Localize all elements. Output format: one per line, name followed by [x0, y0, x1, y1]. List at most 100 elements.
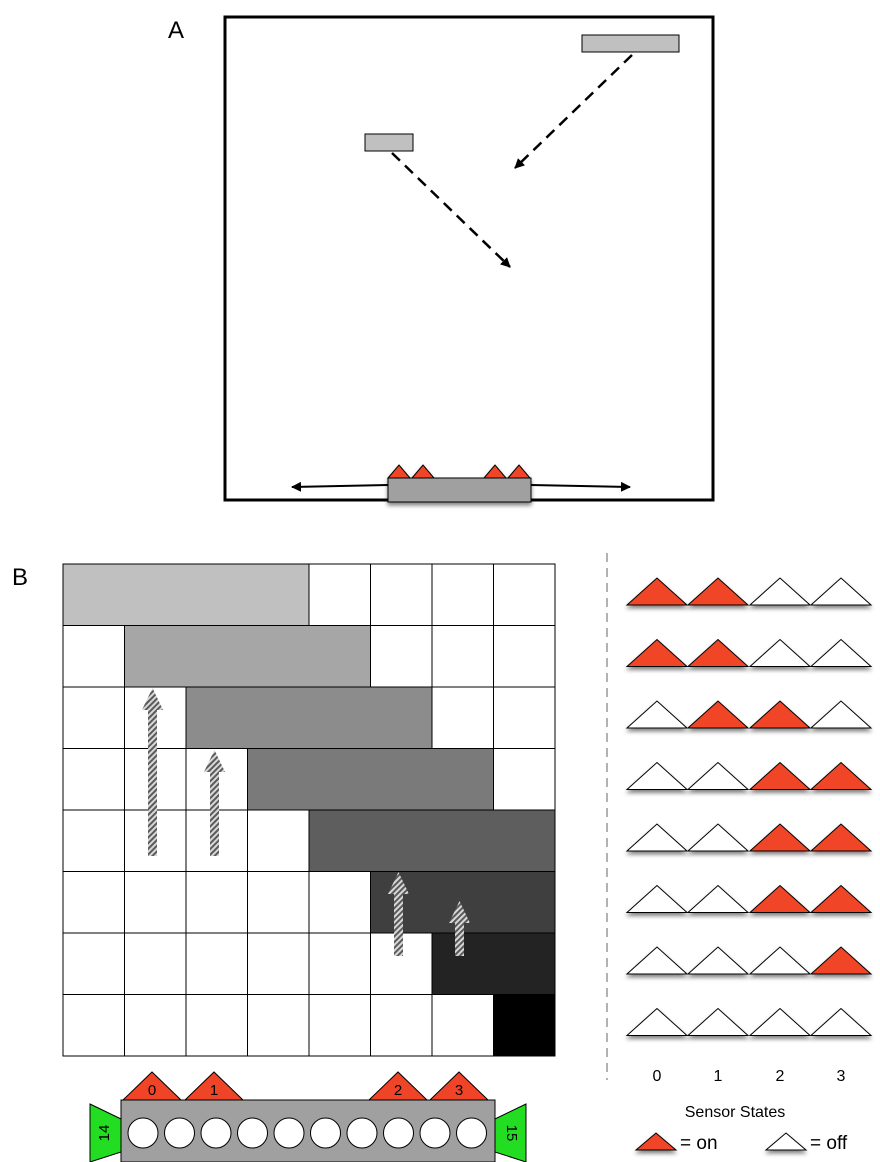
block-trajectory-right [514, 54, 633, 169]
up-arrow [142, 688, 163, 856]
sensor-triangle [367, 1071, 429, 1101]
sensor-state-on [809, 761, 873, 790]
block-trajectory-left [391, 152, 511, 268]
sensor-triangle-label: 0 [148, 1082, 156, 1099]
sensor-state-on [748, 823, 812, 852]
grid [62, 563, 556, 1057]
sensor-triangle [183, 1071, 245, 1101]
grid-cell [62, 809, 125, 872]
sensor-bar-sensors: 0 1 2 3 [121, 1071, 490, 1101]
grid-cell [247, 871, 310, 934]
sensor-bar-cell [200, 1117, 232, 1149]
gradient-bar [62, 563, 310, 626]
sensor-state-off [625, 761, 689, 790]
grid-cell [370, 994, 433, 1057]
grid-cell [308, 994, 371, 1057]
grid-cell [431, 994, 494, 1057]
sensor-state-off [809, 1007, 873, 1036]
gradient-bar [124, 625, 371, 688]
sensor-bar-cells [127, 1117, 487, 1149]
gradient-bar [185, 686, 433, 749]
sensor-triangle-label: 1 [210, 1082, 218, 1099]
grid-cell [185, 871, 248, 934]
grid-cell [247, 994, 310, 1057]
sensor-bar-cell [383, 1117, 414, 1149]
sensor-state-on [809, 823, 873, 852]
arena-frame [223, 15, 715, 502]
gradient-bar [247, 748, 494, 811]
sensor-state-off [809, 577, 873, 606]
panel-a-label: A [168, 17, 184, 44]
sensor-triangle-label: 3 [455, 1082, 463, 1099]
sensor-states-column-labels: 0 1 2 3 [653, 1068, 846, 1085]
sensor-state-on [686, 700, 750, 729]
sensor-state-off [686, 946, 750, 975]
sensor-state-off [748, 946, 812, 975]
sensor-states-column-label: 0 [653, 1068, 662, 1085]
sensor-bar-cell [127, 1117, 159, 1149]
sensor-bar-cell [273, 1117, 305, 1149]
gradient-bar [308, 809, 556, 872]
grid-cell [62, 748, 125, 811]
up-arrow [388, 872, 409, 956]
falling-block-right [581, 34, 680, 53]
sensor-states-column-label: 3 [837, 1068, 846, 1085]
legend-on-label: = on [680, 1133, 718, 1154]
sensor-states-title: Sensor States [685, 1104, 786, 1121]
sensor-state-off [686, 884, 750, 913]
sensor-bar-cell [310, 1117, 341, 1149]
grid-cell [62, 625, 125, 688]
sensor-state-on [625, 577, 689, 606]
paddle-move-left-arrow [291, 481, 389, 492]
sensor-triangle-label: 2 [394, 1082, 402, 1099]
sensor-states-column-label: 1 [714, 1068, 723, 1085]
grid-cell [431, 686, 494, 749]
sensor-bar-cell [237, 1117, 268, 1149]
sensor-states-grid [625, 577, 873, 1036]
sensor-bar-cell [164, 1117, 195, 1149]
grid-cell [493, 686, 556, 749]
grid-cell [185, 932, 248, 995]
sensor-state-on [686, 638, 750, 667]
side-sensor-right-label: 15 [503, 1125, 520, 1142]
gradient-bar [431, 932, 556, 995]
legend-off-swatch [764, 1132, 808, 1151]
grid-cell [308, 563, 371, 626]
grid-cell [431, 625, 494, 688]
side-sensor-left-label: 14 [96, 1125, 113, 1142]
sensor-state-off [625, 884, 689, 913]
sensor-state-on [625, 638, 689, 667]
sensor-state-off [625, 823, 689, 852]
grid-cell [370, 625, 433, 688]
up-arrow [449, 901, 470, 956]
grid-cell [62, 686, 125, 749]
sensor-bar-cell [456, 1117, 487, 1149]
sensor-state-off [809, 638, 873, 667]
grid-cell [62, 932, 125, 995]
falling-block-left [364, 133, 414, 152]
sensor-state-on [748, 700, 812, 729]
legend-off-label: = off [810, 1133, 848, 1154]
grid-cell [247, 932, 310, 995]
sensor-state-off [748, 1007, 812, 1036]
sensor-bar-cell [346, 1117, 378, 1149]
sensor-state-off [748, 577, 812, 606]
legend-on-swatch [634, 1132, 678, 1151]
grid-cell [124, 871, 187, 934]
sensor-states-column-label: 2 [776, 1068, 785, 1085]
sensor-state-on [809, 884, 873, 913]
sensor-state-on [686, 577, 750, 606]
paddle-agent [386, 464, 532, 503]
sensor-state-on [748, 761, 812, 790]
sensor-triangle [428, 1071, 490, 1101]
grid-cell [124, 994, 187, 1057]
grid-cell [62, 871, 125, 934]
sensor-state-on [809, 946, 873, 975]
grid-cell [124, 932, 187, 995]
grid-cell [185, 994, 248, 1057]
sensor-state-off [686, 823, 750, 852]
sensor-state-off [625, 946, 689, 975]
sensor-state-off [625, 700, 689, 729]
sensor-state-off [809, 700, 873, 729]
